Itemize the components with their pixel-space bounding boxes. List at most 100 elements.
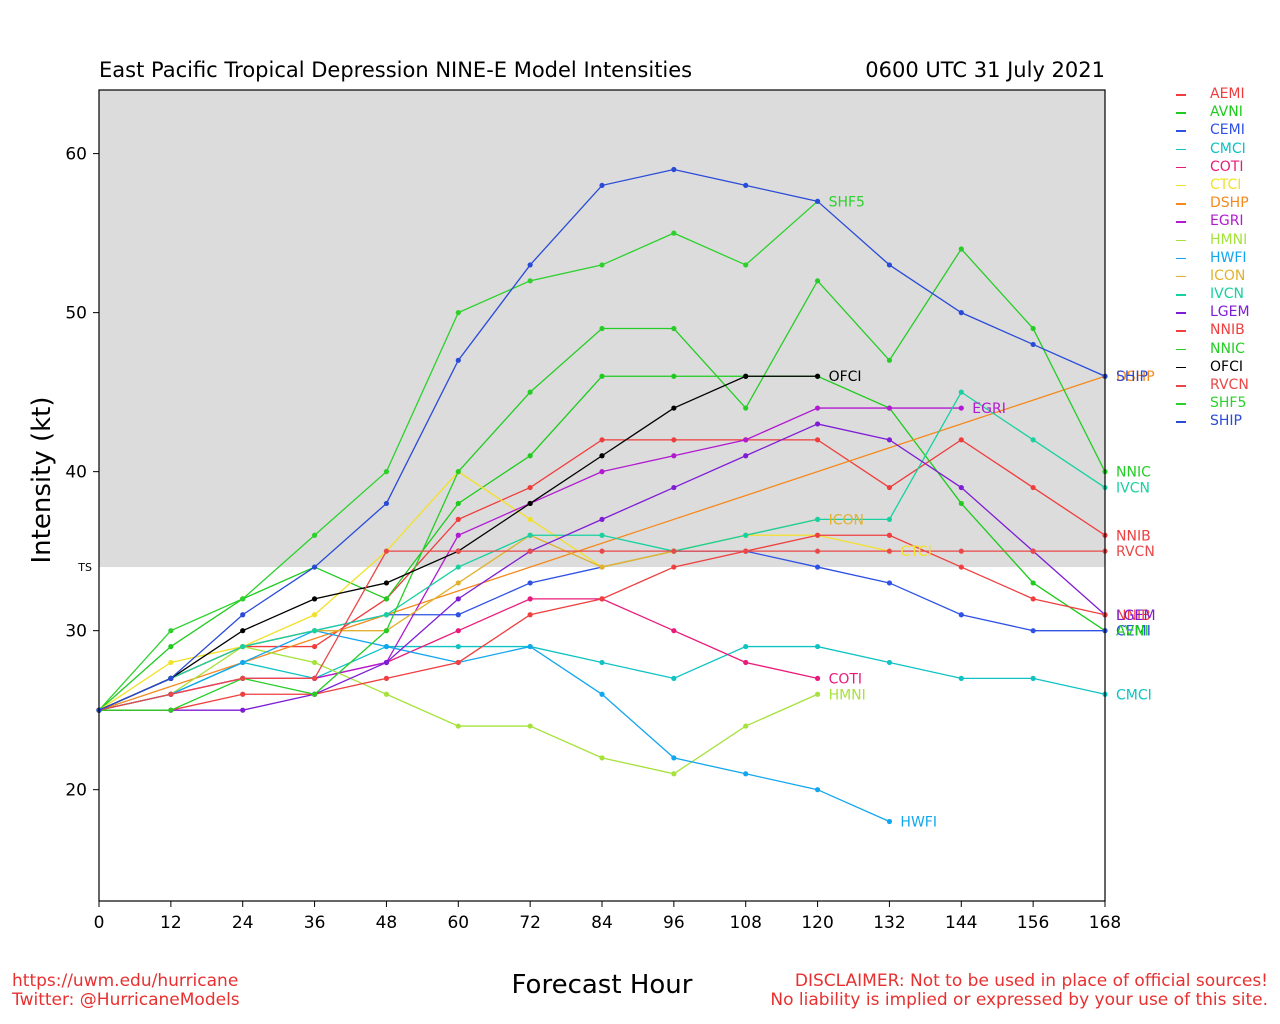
series-point-lgem xyxy=(814,421,821,427)
legend-swatch xyxy=(1176,221,1186,223)
x-tick-label: 72 xyxy=(519,913,541,933)
series-point-rvcn xyxy=(886,548,893,554)
end-label-ofci: OFCI xyxy=(829,369,862,385)
series-point-rvcn xyxy=(958,548,964,554)
x-tick-label: 0 xyxy=(94,913,105,933)
x-tick-label: 108 xyxy=(729,913,761,933)
series-point-ofci xyxy=(814,373,821,379)
series-point-avni xyxy=(527,453,533,459)
series-point-ship xyxy=(599,182,605,189)
end-label-nnib: NNIB xyxy=(1116,608,1151,624)
footer-disclaimer: DISCLAIMER: Not to be used in place of o… xyxy=(770,972,1268,1010)
series-point-aemi xyxy=(455,516,461,522)
series-point-hwfi xyxy=(527,643,533,650)
legend-label: IVCN xyxy=(1210,286,1244,303)
series-point-shf5 xyxy=(599,262,605,268)
end-label-ivcn: IVCN xyxy=(1116,481,1150,497)
end-label-icon: ICON xyxy=(829,512,864,528)
x-tick-label: 36 xyxy=(304,913,326,933)
footer-url-link[interactable]: https://uwm.edu/hurricane xyxy=(12,971,239,991)
series-point-avni xyxy=(671,373,677,379)
x-tick-label: 24 xyxy=(232,913,254,933)
series-point-rvcn xyxy=(455,548,461,554)
series-point-nnib xyxy=(958,564,964,570)
end-label-nnib: NNIB xyxy=(1116,528,1151,544)
legend-label: CMCI xyxy=(1210,140,1246,157)
series-line-rvcn xyxy=(98,550,1105,711)
end-label-cmci: CMCI xyxy=(1116,687,1152,703)
series-point-shf5 xyxy=(240,596,246,602)
y-axis-label: Intensity (kt) xyxy=(27,396,57,564)
series-point-hwfi xyxy=(240,659,246,666)
series-point-hmni xyxy=(671,771,677,777)
series-point-cemi xyxy=(527,580,533,586)
series-point-nnib xyxy=(240,691,246,697)
series-point-lgem xyxy=(240,707,246,713)
end-label-avni: AVNI xyxy=(1116,624,1149,640)
legend-swatch xyxy=(1176,421,1186,423)
series-point-nnic xyxy=(168,707,174,713)
series-point-ofci xyxy=(671,405,677,411)
series-point-hmni xyxy=(383,691,390,697)
series-point-hwfi xyxy=(671,755,677,761)
series-point-cmci xyxy=(671,675,677,681)
series-point-lgem xyxy=(671,484,677,491)
series-point-rvcn xyxy=(527,548,533,554)
series-point-ofci xyxy=(743,373,749,379)
series-point-rvcn xyxy=(814,548,821,554)
y-tick-label: 60 xyxy=(65,145,87,165)
x-tick-label: 60 xyxy=(447,913,469,933)
series-point-cmci xyxy=(1030,675,1036,681)
legend-swatch xyxy=(1176,257,1186,260)
series-point-avni xyxy=(958,500,964,507)
series-point-ship xyxy=(886,262,893,268)
series-point-rvcn xyxy=(240,675,246,681)
series-point-aemi xyxy=(311,643,318,650)
series-line-dshp xyxy=(98,375,1106,711)
series-point-cmci xyxy=(599,659,605,666)
series-point-ctci xyxy=(311,612,318,618)
legend-label: AEMI xyxy=(1210,86,1245,102)
series-point-rvcn xyxy=(168,691,174,697)
series-point-shf5 xyxy=(671,230,677,236)
end-label-nnic: NNIC xyxy=(1116,465,1151,481)
legend-swatch xyxy=(1176,203,1186,205)
x-tick-label: 96 xyxy=(663,913,685,933)
end-label-dshp: DSHP xyxy=(1116,369,1155,385)
series-point-lgem xyxy=(599,516,605,522)
x-tick-label: 12 xyxy=(160,913,182,933)
x-tick-label: 144 xyxy=(945,913,977,933)
series-point-nnic xyxy=(886,357,893,363)
y-tick-label: 40 xyxy=(65,463,87,483)
end-label-cemi: CEMI xyxy=(1116,624,1151,640)
x-tick-label: 120 xyxy=(801,913,833,933)
series-point-ivcn xyxy=(240,643,246,650)
series-point-nnic xyxy=(1030,325,1036,332)
series-point-hmni xyxy=(527,723,533,729)
series-point-nnic xyxy=(527,389,533,395)
series-point-avni xyxy=(599,373,605,379)
series-point-cmci xyxy=(958,675,964,681)
series-point-ivcn xyxy=(743,532,749,538)
end-label-coti: COTI xyxy=(829,671,862,687)
legend-label: NNIC xyxy=(1210,340,1245,357)
series-point-shf5 xyxy=(455,310,461,316)
series-point-hmni xyxy=(599,755,605,761)
series-point-hwfi xyxy=(599,691,605,697)
legend-label: HMNI xyxy=(1210,231,1248,248)
end-label-egri: EGRI xyxy=(972,401,1006,417)
series-point-hmni xyxy=(814,691,821,697)
series-point-coti xyxy=(671,628,677,634)
series-point-egri xyxy=(671,453,677,459)
series-point-aemi xyxy=(814,437,821,443)
end-label-shf5: SHF5 xyxy=(829,194,865,210)
series-point-egri xyxy=(455,532,461,538)
series-point-nnib xyxy=(455,659,461,666)
series-point-coti xyxy=(743,659,749,666)
series-point-lgem xyxy=(455,596,461,602)
series-line-ctci xyxy=(98,470,890,711)
series-point-rvcn xyxy=(383,548,390,554)
series-point-cemi xyxy=(886,580,893,586)
legend-swatch xyxy=(1176,112,1186,114)
